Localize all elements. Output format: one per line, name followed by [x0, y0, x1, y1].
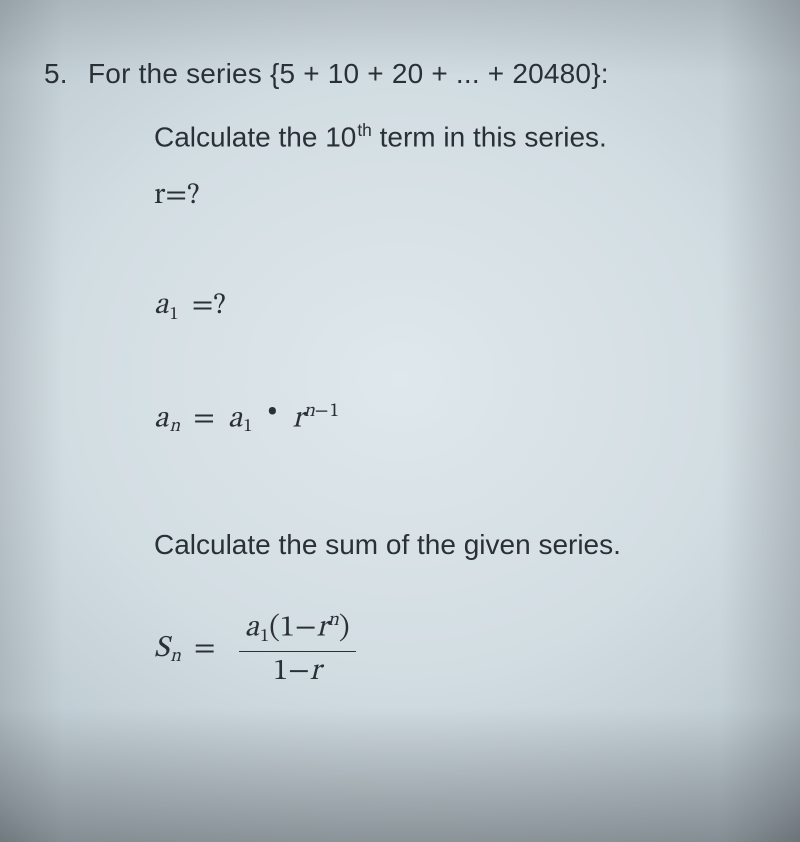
- question-line: 5. For the series {5 + 10 + 20 + ... + 2…: [44, 58, 760, 90]
- an-rhs-a: a: [228, 404, 242, 434]
- num-a: a: [245, 614, 259, 644]
- an-a: a: [154, 404, 168, 434]
- sn-sub: n: [170, 648, 181, 666]
- subprompt-1-tail: term in this series.: [372, 121, 607, 152]
- mult-dot-icon: •: [266, 393, 280, 431]
- ordinal-th: th: [357, 120, 371, 140]
- exp-minus: −: [315, 401, 329, 421]
- num-open: (1−: [269, 614, 316, 644]
- an-rhs-r: r: [292, 404, 303, 434]
- num-exp-n: n: [328, 610, 339, 630]
- a1-equals-unknown: a1 =?: [154, 287, 760, 326]
- question-prompt: For the series {5 + 10 + 20 + ... + 2048…: [88, 58, 609, 90]
- fraction-denominator: 1−r: [239, 655, 356, 690]
- r-text: r=?: [154, 181, 199, 211]
- fraction-numerator: a1(1−rn): [239, 609, 356, 648]
- an-eq: =: [193, 404, 215, 434]
- spacer: [44, 261, 760, 287]
- problem-page: 5. For the series {5 + 10 + 20 + ... + 2…: [0, 0, 800, 842]
- sn-formula: Sn = a1(1−rn) 1−r: [154, 609, 760, 690]
- num-r: r: [316, 614, 327, 644]
- fraction-bar-icon: [239, 651, 356, 652]
- a1-a: a: [154, 291, 168, 321]
- an-formula: an = a1 • rn−1: [154, 399, 760, 440]
- subprompt-1-head: Calculate the 10: [154, 121, 356, 152]
- sn-S: S: [154, 634, 169, 664]
- question-number: 5.: [44, 58, 88, 90]
- den-1minus: 1−: [273, 657, 309, 687]
- num-a-sub: 1: [260, 628, 269, 646]
- a1-rhs: =?: [192, 291, 226, 321]
- r-equals-unknown: r=?: [154, 177, 760, 215]
- an-sub-n: n: [169, 418, 180, 436]
- spacer: [44, 373, 760, 399]
- subprompt-1: Calculate the 10th term in this series.: [154, 120, 760, 153]
- a1-sub: 1: [169, 306, 178, 324]
- an-rhs-a-sub: 1: [243, 418, 252, 436]
- den-r: r: [310, 657, 321, 687]
- exp-n: n: [304, 401, 315, 421]
- exp-one: 1: [330, 401, 340, 421]
- num-close: ): [339, 614, 350, 644]
- subprompt-2: Calculate the sum of the given series.: [154, 529, 760, 561]
- fraction: a1(1−rn) 1−r: [239, 609, 356, 690]
- sn-eq: =: [194, 634, 216, 664]
- an-rhs-exp: n−1: [304, 401, 339, 421]
